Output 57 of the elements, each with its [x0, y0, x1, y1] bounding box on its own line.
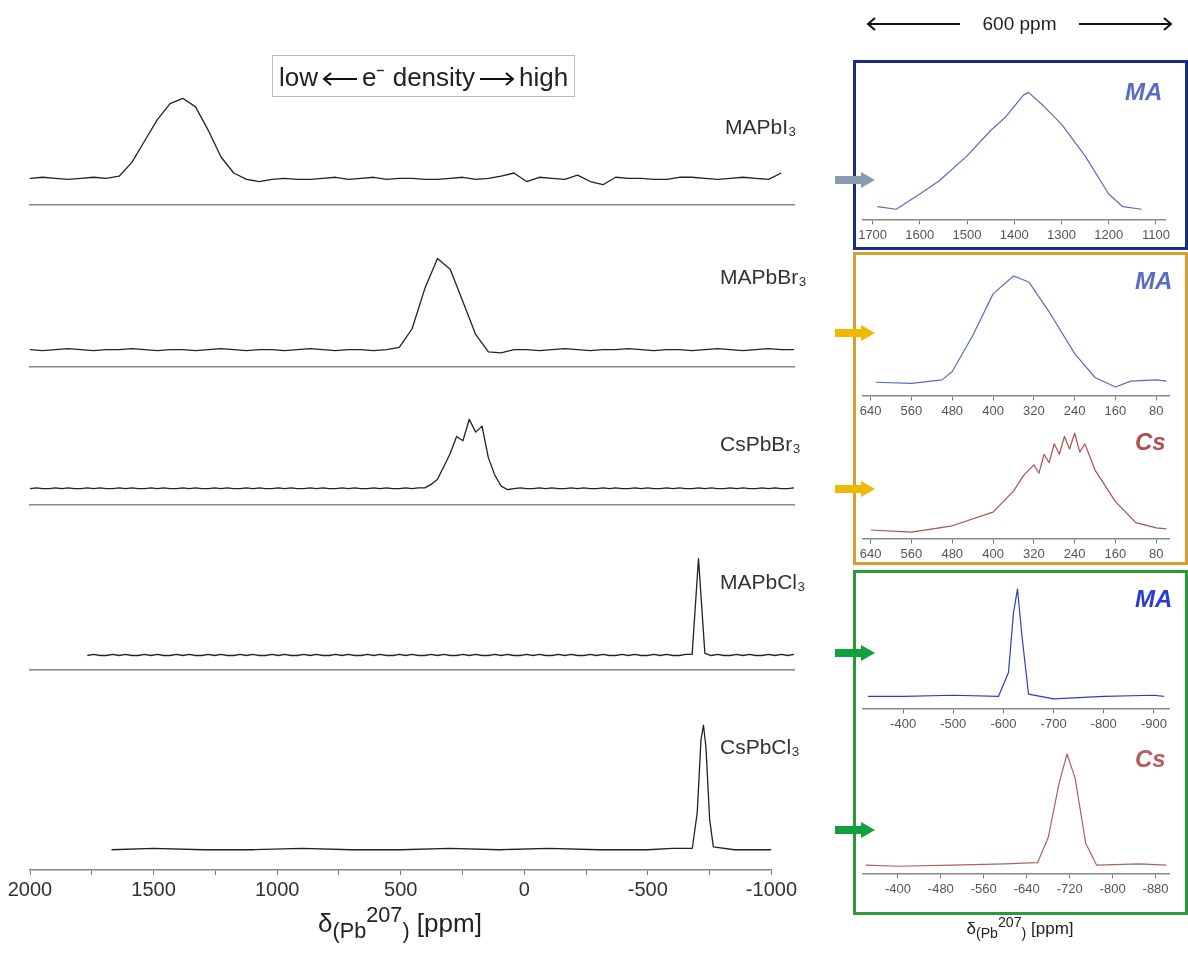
- x-tick-label: 2000: [7, 877, 53, 900]
- x-tick-label: 1400: [999, 226, 1029, 242]
- x-tick-label: 560: [900, 545, 923, 561]
- x-tick-label: 80: [1149, 402, 1164, 418]
- x-tick-label: -900: [1140, 715, 1167, 731]
- x-tick-label: 240: [1063, 545, 1086, 561]
- x-tick-label: 640: [859, 402, 882, 418]
- x-tick-label: -640: [1013, 880, 1040, 896]
- x-tick-label: 480: [941, 402, 964, 418]
- chart-title: MAPbBr₃: [720, 265, 807, 289]
- x-tick-label: 500: [384, 877, 418, 900]
- text: 600 ppm: [982, 13, 1057, 35]
- x-tick-label: 320: [1023, 545, 1045, 561]
- text: high: [519, 62, 569, 92]
- chart-title: MA: [1135, 585, 1173, 613]
- chart-title: Cs: [1135, 428, 1166, 456]
- x-tick-label: -800: [1090, 715, 1117, 731]
- text: MAPbI₃: [725, 115, 797, 139]
- x-tick-label: -480: [927, 880, 954, 896]
- chart-title: MA: [1125, 78, 1163, 106]
- x-tick-label: -400: [884, 880, 911, 896]
- x-tick-label: 1300: [1047, 226, 1076, 242]
- x-tick-label: 160: [1104, 402, 1127, 418]
- x-tick-label: 1600: [905, 226, 935, 242]
- x-tick-label: 320: [1023, 402, 1045, 418]
- x-tick-label: 0: [518, 877, 530, 900]
- x-tick-label: 1200: [1094, 226, 1124, 242]
- x-tick-label: -800: [1099, 880, 1126, 896]
- x-tick-label: 1500: [952, 226, 982, 242]
- text: CsPbCl₃: [720, 735, 800, 759]
- text: MAPbCl₃: [720, 570, 806, 594]
- x-tick-label: 80: [1149, 545, 1164, 561]
- x-tick-label: -560: [970, 880, 997, 896]
- chart-title: MA: [1135, 267, 1173, 295]
- x-tick-label: -880: [1142, 880, 1169, 896]
- x-tick-label: 1000: [254, 877, 300, 900]
- x-tick-label: 400: [982, 545, 1004, 561]
- x-tick-label: -500: [940, 715, 967, 731]
- x-tick-label: 400: [982, 402, 1004, 418]
- x-tick-label: -700: [1040, 715, 1067, 731]
- x-tick-label: -720: [1056, 880, 1083, 896]
- x-tick-label: 1500: [131, 877, 176, 900]
- text: e⁻ density: [362, 62, 476, 92]
- x-tick-label: 1100: [1141, 226, 1170, 242]
- x-tick-label: 160: [1104, 545, 1127, 561]
- text: CsPbBr₃: [720, 432, 801, 456]
- x-tick-label: 240: [1063, 402, 1086, 418]
- x-tick-label: 640: [859, 545, 882, 561]
- x-tick-label: -600: [990, 715, 1017, 731]
- x-tick-label: -1000: [745, 877, 797, 900]
- x-tick-label: -400: [890, 715, 917, 731]
- x-tick-label: 1700: [858, 226, 888, 242]
- x-tick-label: 560: [900, 402, 923, 418]
- text: low: [279, 62, 319, 92]
- x-tick-label: -500: [627, 877, 668, 900]
- chart-title: Cs: [1135, 745, 1166, 773]
- x-tick-label: 480: [941, 545, 964, 561]
